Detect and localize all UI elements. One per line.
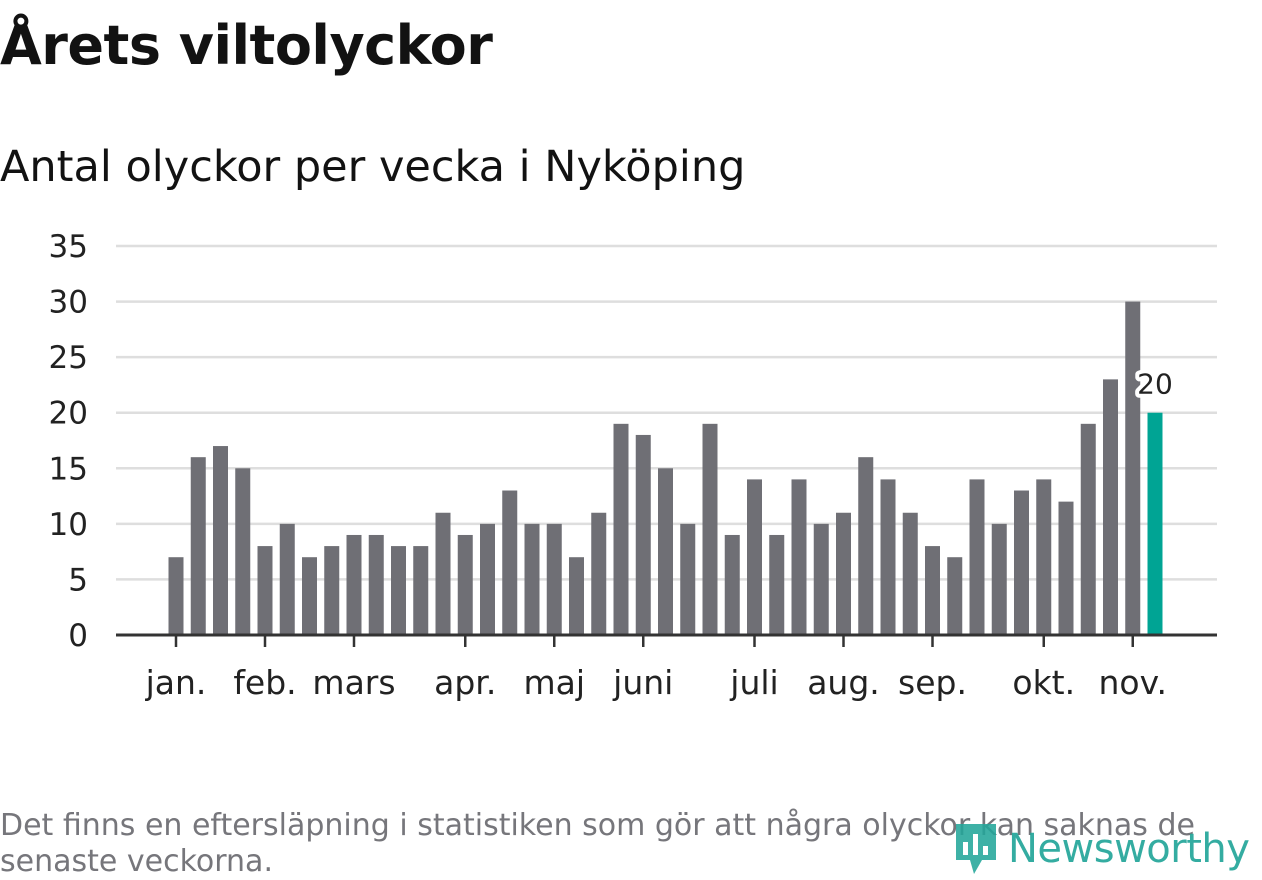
y-tick-label: 5 [68, 562, 88, 598]
y-tick-label: 20 [49, 396, 88, 432]
x-tick-label: apr. [434, 663, 496, 702]
bar [279, 523, 295, 635]
bar [680, 523, 696, 635]
bar [969, 479, 985, 635]
bar [235, 468, 251, 635]
bar [391, 546, 406, 635]
bar [1036, 479, 1052, 635]
bar [1125, 301, 1141, 635]
brand-name: Newsworthy [1008, 826, 1250, 872]
bar [524, 523, 540, 635]
chart-title: Årets viltolyckor [0, 14, 493, 77]
bar [190, 457, 206, 635]
y-tick-label: 10 [49, 507, 88, 543]
bar [747, 479, 762, 635]
bar [858, 457, 874, 635]
y-tick-label: 35 [49, 229, 88, 265]
x-tick-label: mars [312, 663, 395, 702]
data-label: 20 [1137, 368, 1173, 401]
bar [413, 546, 429, 635]
bar [613, 423, 629, 635]
bar [658, 468, 673, 635]
bar [591, 512, 607, 635]
bar [880, 479, 896, 635]
bar [635, 434, 651, 635]
bar [836, 512, 851, 635]
bar [1080, 423, 1096, 635]
x-tick-label: juni [612, 663, 673, 702]
data-label-halo: 20 [1137, 368, 1173, 401]
bar [791, 479, 807, 635]
bar [769, 534, 785, 635]
bar [1014, 490, 1029, 635]
chart-subtitle: Antal olyckor per vecka i Nyköping [0, 142, 746, 192]
bar [947, 557, 963, 635]
bar [991, 523, 1007, 635]
bar [457, 534, 473, 635]
bar [346, 534, 362, 635]
x-tick-label: jan. [145, 663, 207, 702]
bar [1058, 501, 1074, 635]
bar [925, 546, 940, 635]
bar [324, 546, 340, 635]
y-tick-label: 15 [49, 451, 88, 487]
x-tick-label: maj [523, 663, 585, 702]
bar [813, 523, 829, 635]
y-tick-label: 30 [49, 285, 88, 321]
highlight-bar [1147, 412, 1163, 635]
y-tick-label: 0 [68, 618, 88, 654]
bar [213, 446, 228, 635]
x-tick-label: aug. [807, 663, 880, 702]
newsworthy-logo-icon [956, 824, 996, 874]
x-tick-label: nov. [1098, 663, 1167, 702]
bar [168, 557, 184, 635]
bar [724, 534, 740, 635]
bar [902, 512, 918, 635]
x-tick-label: feb. [233, 663, 296, 702]
bar [1103, 379, 1118, 635]
y-tick-label: 25 [49, 340, 88, 376]
bar [502, 490, 518, 635]
bar [480, 523, 495, 635]
bar [302, 557, 317, 635]
bar [546, 523, 562, 635]
bar [702, 423, 718, 635]
bar [368, 534, 384, 635]
x-tick-label: okt. [1012, 663, 1075, 702]
bar [257, 546, 273, 635]
bar [435, 512, 451, 635]
x-tick-label: juli [729, 663, 778, 702]
brand-logo: Newsworthy [952, 820, 1250, 878]
bar [569, 557, 584, 635]
x-tick-label: sep. [898, 663, 967, 702]
